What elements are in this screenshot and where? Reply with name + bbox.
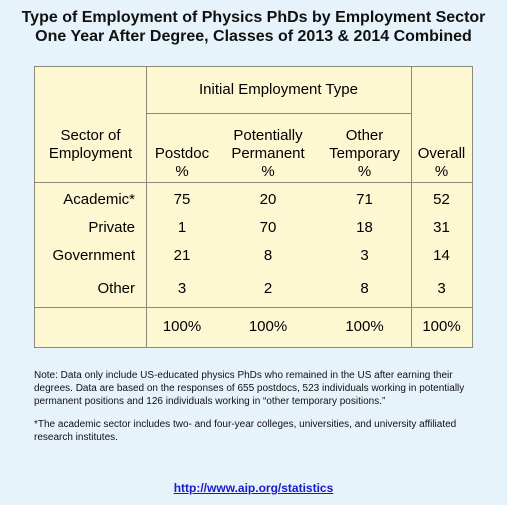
column-header-overall: Overall % xyxy=(417,145,466,180)
row-label: Private xyxy=(88,219,135,236)
table-cell: 8 xyxy=(263,247,273,264)
table-cell: 3 xyxy=(360,247,369,264)
total-cell: 100% xyxy=(162,318,202,335)
table-cell: 3 xyxy=(437,280,446,297)
table-cell: 3 xyxy=(177,280,187,297)
row-label: Other xyxy=(97,280,135,297)
statistics-link[interactable]: http://www.aip.org/statistics xyxy=(173,481,334,495)
row-label: Government xyxy=(52,247,135,264)
divider-header xyxy=(35,182,472,183)
table-cell: 8 xyxy=(360,280,369,297)
table-cell: 20 xyxy=(259,191,277,208)
divider-row-labels xyxy=(146,67,147,347)
chart-title: Type of Employment of Physics PhDs by Em… xyxy=(0,8,507,46)
academic-footnote: *The academic sector includes two- and f… xyxy=(34,419,457,443)
row-label: Academic* xyxy=(63,191,135,208)
divider-overall xyxy=(411,67,412,347)
table-cell: 21 xyxy=(173,247,191,264)
column-header-other-temporary: Other Temporary % xyxy=(329,127,400,180)
column-header-potentially-permanent: Potentially Permanent % xyxy=(231,127,305,180)
table-cell: 70 xyxy=(259,219,277,236)
table-cell: 18 xyxy=(356,219,373,236)
divider-totals xyxy=(35,307,472,308)
table-cell: 31 xyxy=(433,219,450,236)
divider-group-header xyxy=(146,113,411,114)
title-line-2: One Year After Degree, Classes of 2013 &… xyxy=(35,28,472,45)
table-cell: 71 xyxy=(356,191,373,208)
table-cell: 2 xyxy=(263,280,273,297)
total-cell: 100% xyxy=(345,318,384,335)
total-cell: 100% xyxy=(248,318,288,335)
table-cell: 75 xyxy=(173,191,191,208)
row-header: Sector of Employment xyxy=(48,127,133,162)
table-cell: 1 xyxy=(177,219,187,236)
table-cell: 14 xyxy=(433,247,450,264)
column-header-postdoc: Postdoc % xyxy=(154,145,210,180)
employment-table: Initial Employment Type Sector of Employ… xyxy=(34,66,473,348)
data-note: Note: Data only include US-educated phys… xyxy=(34,370,465,407)
total-cell: 100% xyxy=(422,318,461,335)
table-cell: 52 xyxy=(433,191,450,208)
group-header: Initial Employment Type xyxy=(199,81,358,98)
title-line-1: Type of Employment of Physics PhDs by Em… xyxy=(21,9,486,26)
